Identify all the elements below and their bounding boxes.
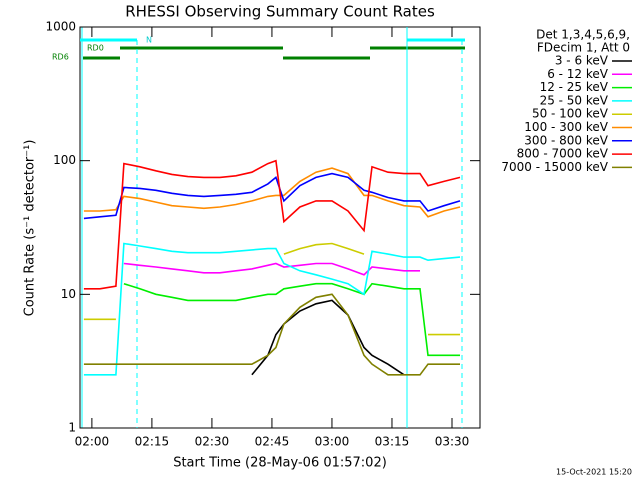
series-line: [83, 242, 460, 336]
status-bars: [80, 27, 465, 428]
chart-title: RHESSI Observing Summary Count Rates: [125, 3, 435, 21]
x-tick-label: 02:45: [255, 435, 290, 449]
x-axis-label: Start Time (28-May-06 01:57:02): [173, 456, 387, 471]
y-tick-label: 1000: [45, 20, 76, 34]
y-tick-label: 100: [53, 153, 76, 167]
legend-label: 800 - 7000 keV: [517, 147, 609, 161]
series-line: [251, 299, 405, 376]
status-label: N: [146, 36, 152, 45]
x-tick-label: 03:30: [435, 435, 470, 449]
series-line: [83, 167, 461, 218]
legend-label: 100 - 300 keV: [524, 120, 608, 134]
legend-header: FDecim 1, Att 0: [537, 41, 630, 55]
legend-label: 3 - 6 keV: [555, 54, 609, 68]
legend-header: Det 1,3,4,5,6,9,: [536, 28, 630, 42]
status-label: RD0: [87, 44, 104, 53]
x-tick-label: 02:30: [195, 435, 230, 449]
legend-label: 12 - 25 keV: [540, 80, 609, 94]
legend-label: 50 - 100 keV: [532, 107, 609, 121]
plot-frame: [79, 26, 481, 429]
y-axis-label: Count Rate (s⁻¹ detector⁻¹): [23, 140, 38, 317]
legend-label: 6 - 12 keV: [547, 67, 609, 81]
legend-label: 300 - 800 keV: [524, 133, 608, 147]
series-line: [83, 293, 460, 376]
series-line: [123, 282, 460, 357]
x-tick-label: 03:00: [315, 435, 350, 449]
y-tick-label: 1: [68, 421, 76, 435]
x-tick-label: 02:00: [75, 435, 110, 449]
series-line: [83, 242, 461, 376]
status-label: RD6: [52, 53, 69, 62]
x-tick-label: 02:15: [135, 435, 170, 449]
series-line: [83, 172, 461, 220]
series-line: [83, 159, 461, 290]
legend-label: 25 - 50 keV: [540, 93, 609, 107]
legend-label: 7000 - 15000 keV: [501, 160, 608, 174]
y-tick-label: 10: [61, 287, 76, 301]
footer-date: 15-Oct-2021 15:20: [556, 468, 632, 477]
x-tick-label: 03:15: [375, 435, 410, 449]
